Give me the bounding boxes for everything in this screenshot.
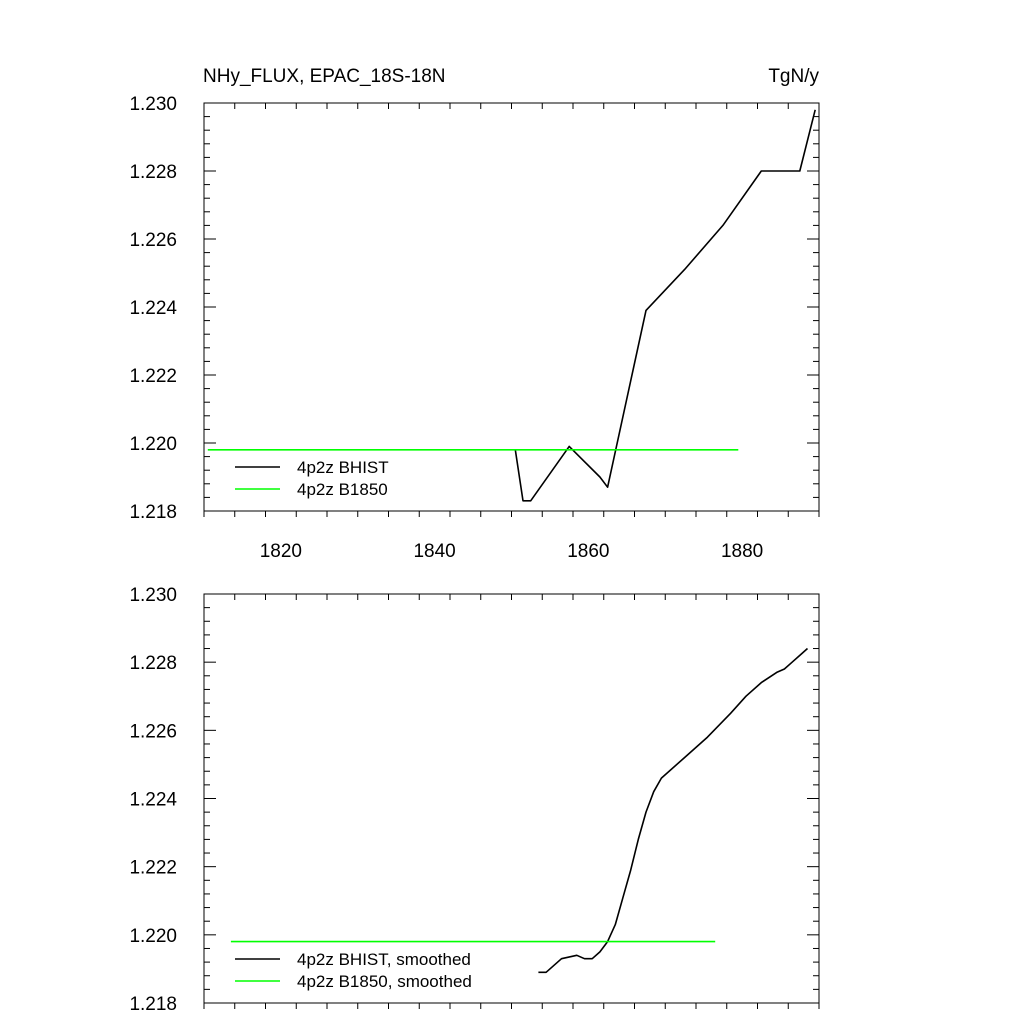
panel-1: 1.218 1.220 1.222 1.224 1.226 1.228 1.230 1820 1… (129, 94, 820, 562)
y-tick-label: 1.220 (129, 434, 177, 455)
plot-title: NHy_FLUX, EPAC_18S-18N (203, 66, 446, 87)
legend-label: 4p2z B1850 (297, 480, 388, 499)
x-tick-label: 1820 (260, 541, 302, 562)
y-tick-label: 1.220 (129, 926, 177, 947)
y-tick-label: 1.222 (129, 858, 177, 879)
x-tick-label: 1860 (567, 541, 609, 562)
y-tick-label: 1.224 (129, 298, 177, 319)
units-label: TgN/y (768, 66, 819, 87)
series-line-bhist-2 (538, 647, 809, 974)
y-tick-label: 1.230 (129, 94, 177, 115)
legend-label: 4p2z BHIST (297, 458, 389, 477)
x-tick-label: 1880 (721, 541, 763, 562)
series-line-bhist-1 (514, 109, 816, 502)
y-tick-label: 1.226 (129, 721, 177, 742)
y-tick-label: 1.218 (129, 994, 177, 1015)
y-tick-label: 1.222 (129, 366, 177, 387)
panel-2: 1.218 1.220 1.222 1.224 1.226 1.228 1.230 4p2z … (129, 585, 820, 1015)
x-tick-label: 1840 (413, 541, 455, 562)
y-tick-label: 1.224 (129, 790, 177, 811)
y-tick-label: 1.228 (129, 162, 177, 183)
legend-label: 4p2z B1850, smoothed (297, 972, 472, 991)
y-tick-label: 1.228 (129, 653, 177, 674)
y-tick-label: 1.218 (129, 502, 177, 523)
y-tick-label: 1.226 (129, 230, 177, 251)
y-tick-label: 1.230 (129, 585, 177, 606)
legend-label: 4p2z BHIST, smoothed (297, 950, 471, 969)
